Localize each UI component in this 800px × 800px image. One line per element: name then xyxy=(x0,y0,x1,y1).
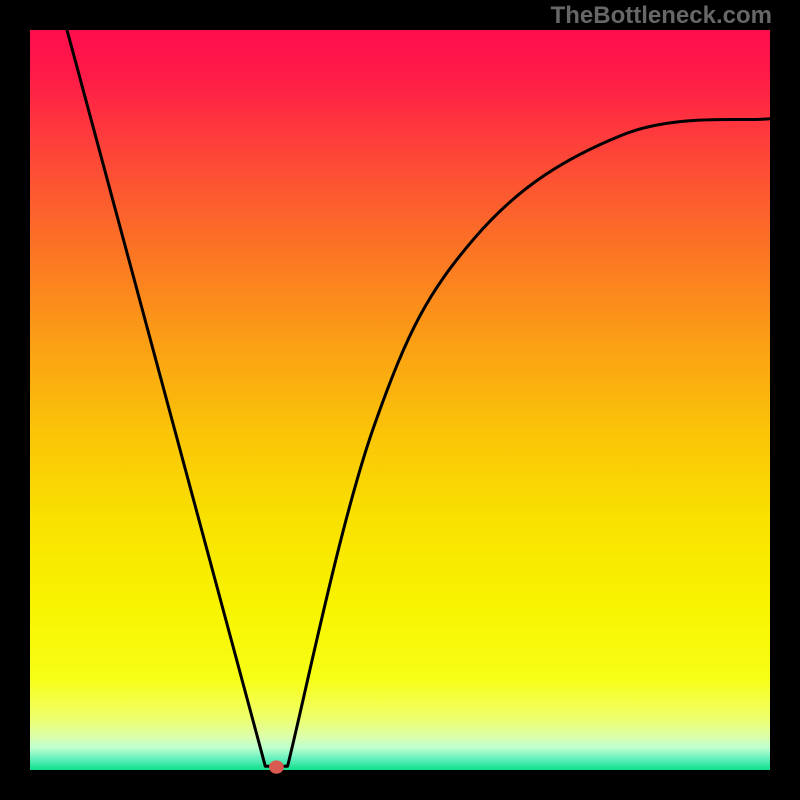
optimum-marker xyxy=(269,760,284,773)
chart-container: TheBottleneck.com xyxy=(0,0,800,800)
plot-background xyxy=(30,30,770,770)
chart-svg xyxy=(0,0,800,800)
watermark-text: TheBottleneck.com xyxy=(551,2,772,30)
